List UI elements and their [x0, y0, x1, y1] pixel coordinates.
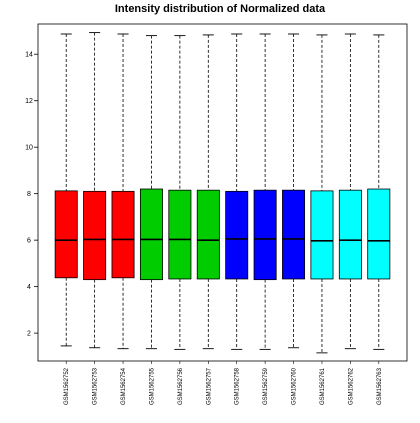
box-GSM1562762 — [338, 33, 362, 350]
x-tick-label: GSM1562762 — [348, 367, 354, 405]
x-tick-label: GSM1562759 — [263, 367, 269, 405]
box-GSM1562755 — [139, 35, 163, 350]
x-tick-label: GSM1562756 — [178, 367, 184, 405]
box-iqr — [367, 188, 391, 280]
box-iqr — [196, 189, 220, 280]
box-GSM1562754 — [111, 33, 135, 350]
box-GSM1562756 — [168, 35, 192, 350]
y-tick-label: 12 — [25, 98, 33, 105]
box-GSM1562757 — [196, 34, 220, 350]
box-iqr — [225, 190, 249, 280]
box-iqr — [139, 188, 163, 281]
x-axis: GSM1562752 GSM1562753 GSM1562754 GSM1562755… — [64, 361, 383, 405]
box-iqr — [54, 190, 78, 279]
box-GSM1562763 — [367, 34, 391, 350]
box-GSM1562758 — [225, 33, 249, 350]
x-tick-label: GSM1562761 — [320, 367, 326, 405]
box-iqr — [310, 190, 334, 280]
y-tick-label: 2 — [27, 331, 31, 338]
y-tick-label: 14 — [25, 52, 33, 59]
box-iqr — [168, 189, 192, 280]
x-tick-label: GSM1562755 — [149, 367, 155, 405]
x-tick-label: GSM1562752 — [64, 367, 70, 405]
y-tick-label: 8 — [27, 191, 31, 198]
x-tick-label: GSM1562754 — [121, 367, 127, 405]
y-tick-label: 10 — [25, 145, 33, 152]
box-GSM1562752 — [54, 33, 78, 347]
x-tick-label: GSM1562760 — [292, 367, 298, 405]
box-series — [54, 32, 391, 354]
x-tick-label: GSM1562757 — [206, 367, 212, 405]
x-tick-label: GSM1562763 — [377, 367, 383, 405]
y-tick-label: 4 — [27, 284, 31, 291]
box-iqr — [282, 189, 306, 280]
box-iqr — [111, 190, 135, 279]
box-iqr — [83, 190, 107, 281]
box-iqr — [338, 189, 362, 280]
y-axis: 2 4 6 8 10 12 14 — [25, 52, 38, 338]
box-GSM1562759 — [253, 33, 277, 350]
box-GSM1562753 — [83, 32, 107, 349]
y-tick-label: 6 — [27, 238, 31, 245]
box-GSM1562761 — [310, 34, 334, 354]
x-tick-label: GSM1562758 — [235, 367, 241, 405]
x-tick-label: GSM1562753 — [93, 367, 99, 405]
box-iqr — [253, 189, 277, 281]
box-GSM1562760 — [282, 33, 306, 349]
plot-frame — [37, 23, 408, 362]
chart-title: Intensity distribution of Normalized dat… — [115, 3, 326, 15]
